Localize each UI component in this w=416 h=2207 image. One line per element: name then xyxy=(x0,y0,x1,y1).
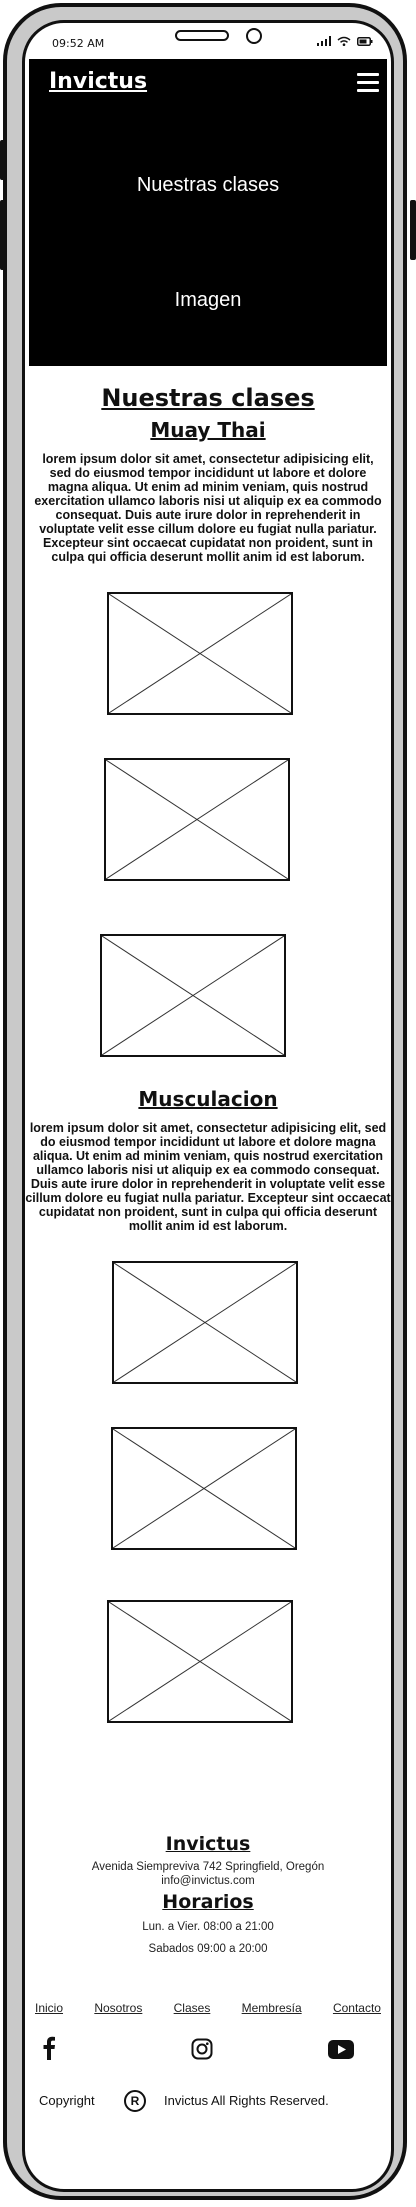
hours-weekdays: Lun. a Vier. 08:00 a 21:00 xyxy=(142,1921,274,1933)
phone-screen: 09:52 AM Invictus Nuestras clases Imagen xyxy=(22,20,394,2192)
nav-link-clases[interactable]: Clases xyxy=(173,2001,211,2015)
classes-section: Nuestras clases Muay Thai lorem ipsum do… xyxy=(25,366,391,1723)
wifi-icon xyxy=(337,36,351,46)
footer-email[interactable]: info@invictus.com xyxy=(161,1875,255,1887)
status-time: 09:52 AM xyxy=(52,37,105,50)
class-description: lorem ipsum dolor sit amet, consectetur … xyxy=(25,1121,391,1233)
image-placeholder xyxy=(111,1427,297,1550)
image-placeholder xyxy=(100,934,286,1057)
image-placeholder xyxy=(112,1261,298,1384)
footer-brand: Invictus xyxy=(165,1833,251,1855)
footer: Invictus Avenida Siempreviva 742 Springf… xyxy=(25,1833,391,1955)
hours-saturday: Sabados 09:00 a 20:00 xyxy=(148,1943,268,1955)
hero-title: Nuestras clases xyxy=(136,174,280,196)
nav-link-nosotros[interactable]: Nosotros xyxy=(94,2001,143,2015)
section-title: Nuestras clases xyxy=(101,384,315,412)
class-title-muay-thai: Muay Thai xyxy=(150,418,266,442)
class-description: lorem ipsum dolor sit amet, consectetur … xyxy=(34,452,382,564)
youtube-icon[interactable] xyxy=(328,2040,354,2059)
image-placeholder xyxy=(107,1600,293,1723)
hero-header: Invictus Nuestras clases Imagen xyxy=(29,59,387,366)
hamburger-menu-icon[interactable] xyxy=(357,73,379,93)
hours-title: Horarios xyxy=(162,1891,254,1913)
social-links xyxy=(25,2036,391,2066)
footer-address: Avenida Siempreviva 742 Springfield, Ore… xyxy=(91,1861,325,1873)
camera-icon xyxy=(246,28,262,44)
side-button xyxy=(410,200,416,260)
brand-logo[interactable]: Invictus xyxy=(49,69,148,94)
nav-link-membresia[interactable]: Membresía xyxy=(241,2001,302,2015)
image-placeholder xyxy=(107,592,293,715)
speaker-icon xyxy=(175,30,229,41)
side-button xyxy=(0,200,6,270)
status-bar: 09:52 AM xyxy=(25,23,391,57)
hero-image-placeholder: Imagen xyxy=(174,289,242,311)
nav-link-contacto[interactable]: Contacto xyxy=(332,2001,381,2015)
instagram-icon[interactable] xyxy=(191,2038,213,2060)
footer-nav: Inicio Nosotros Clases Membresía Contact… xyxy=(25,2001,391,2015)
battery-icon xyxy=(357,36,373,46)
class-title-musculacion: Musculacion xyxy=(138,1087,278,1111)
copyright-text: Invictus All Rights Reserved. xyxy=(164,2093,329,2108)
registered-icon: R xyxy=(124,2090,146,2112)
signal-icon xyxy=(317,36,331,46)
image-placeholder xyxy=(104,758,290,881)
facebook-icon[interactable] xyxy=(42,2036,56,2060)
copyright-label: Copyright xyxy=(39,2093,95,2108)
side-button xyxy=(0,140,6,180)
nav-link-inicio[interactable]: Inicio xyxy=(35,2001,64,2015)
